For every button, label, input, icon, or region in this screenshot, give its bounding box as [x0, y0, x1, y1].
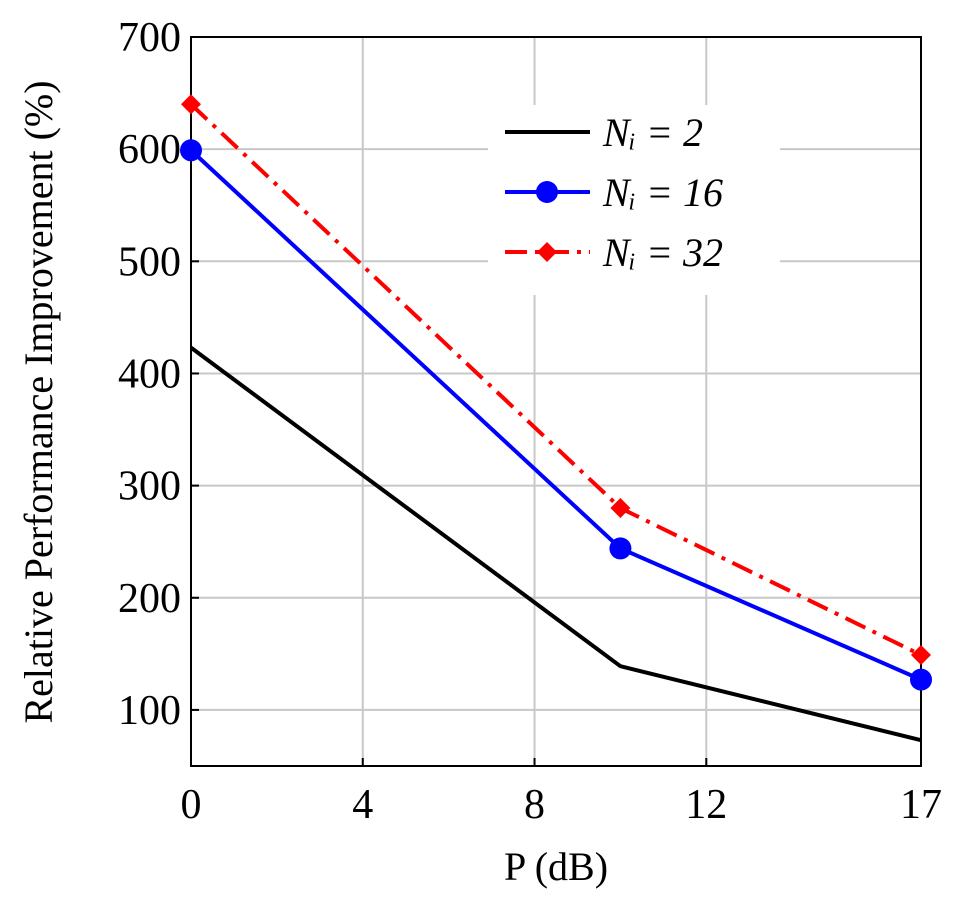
legend-marker — [536, 181, 558, 203]
y-tick-label: 600 — [118, 127, 181, 173]
point — [610, 498, 631, 519]
x-tick-label: 0 — [181, 782, 202, 828]
x-tick-label: 17 — [900, 782, 942, 828]
y-tick-label: 200 — [118, 576, 181, 622]
legend-label: Nᵢ = 2 — [602, 110, 703, 155]
plot-frame — [190, 36, 922, 767]
x-tick-label: 8 — [524, 782, 545, 828]
point — [181, 94, 201, 115]
x-tick-label: 12 — [685, 782, 727, 828]
series-line — [189, 346, 922, 743]
point — [910, 668, 932, 691]
legend-label: Nᵢ = 32 — [602, 230, 723, 275]
y-axis-label: Relative Performance Improvement (%) — [16, 80, 61, 723]
point — [609, 537, 632, 560]
legend-box — [488, 105, 780, 295]
x-tick-label: 4 — [352, 782, 373, 828]
y-tick-label: 400 — [118, 351, 181, 397]
legend-label: Nᵢ = 16 — [602, 170, 723, 215]
y-tick-label: 500 — [118, 239, 181, 285]
y-tick-label: 300 — [118, 464, 181, 510]
legend-marker — [537, 242, 557, 262]
x-axis-label: P (dB) — [504, 844, 608, 889]
point — [180, 139, 202, 162]
point — [911, 644, 931, 665]
y-tick-label: 100 — [118, 688, 181, 734]
y-tick-label: 700 — [118, 15, 181, 61]
